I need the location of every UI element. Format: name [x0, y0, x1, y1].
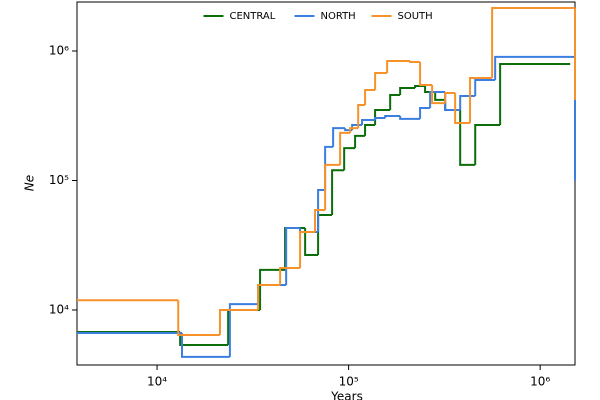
series-step [361, 119, 376, 126]
y-tick-label: 10⁶ [49, 44, 69, 58]
series-step [357, 103, 366, 129]
series-step [434, 92, 446, 101]
series-step [374, 109, 391, 126]
series-step [364, 88, 376, 105]
x-tick-label: 10⁵ [339, 375, 359, 389]
series-step [349, 127, 359, 133]
series-step [419, 62, 433, 87]
legend-label: NORTH [321, 11, 356, 22]
series-step [354, 134, 366, 149]
series-step [491, 6, 571, 78]
series-step [317, 213, 333, 255]
series-step [429, 91, 446, 108]
x-axis-label: Years [330, 390, 363, 400]
series-step [331, 169, 345, 215]
series-step [459, 110, 476, 166]
y-tick-label: 10⁵ [49, 173, 69, 187]
series-step [399, 86, 416, 96]
series-step [179, 332, 229, 346]
series-step [332, 127, 346, 147]
series-step [374, 72, 388, 90]
y-axis-label: Ne [23, 175, 37, 191]
series-step [414, 84, 426, 88]
series-step [444, 91, 456, 104]
series-step [324, 163, 341, 210]
series-step [444, 92, 461, 112]
series-step [494, 55, 571, 81]
series-step [459, 95, 476, 111]
series-step [386, 59, 411, 74]
series-step [399, 115, 421, 120]
series-step [299, 231, 316, 268]
series-step [317, 188, 326, 233]
legend-label: CENTRAL [230, 11, 276, 22]
series-step [218, 308, 259, 335]
x-tick-label: 10⁶ [530, 375, 550, 389]
y-tick-label: 10⁴ [49, 302, 69, 316]
series-step [259, 268, 286, 310]
series-step [181, 333, 230, 358]
series-step [374, 116, 386, 121]
series-step [419, 106, 431, 119]
series-step [469, 76, 493, 123]
plot-frame [76, 1, 576, 366]
series-step [474, 79, 496, 97]
series-step [339, 131, 351, 165]
series-step [343, 147, 356, 171]
series-step [444, 99, 461, 112]
series-step [285, 226, 301, 285]
series-step [409, 60, 421, 64]
series-step [228, 303, 259, 357]
series-step [304, 227, 319, 256]
series-step [474, 124, 501, 165]
series-step [431, 85, 446, 105]
series-step [364, 124, 376, 136]
series-step [257, 283, 287, 305]
series-step [499, 62, 571, 126]
series-step [177, 300, 220, 336]
legend-label: SOUTH [398, 11, 433, 22]
series-step [284, 226, 306, 270]
series-step [389, 94, 401, 111]
series-step [454, 92, 471, 124]
series-step [227, 308, 261, 345]
series-step [279, 266, 301, 285]
x-tick-label: 10⁴ [147, 375, 167, 389]
series-step [384, 114, 401, 118]
series-step [314, 208, 326, 233]
series-step [257, 283, 281, 310]
